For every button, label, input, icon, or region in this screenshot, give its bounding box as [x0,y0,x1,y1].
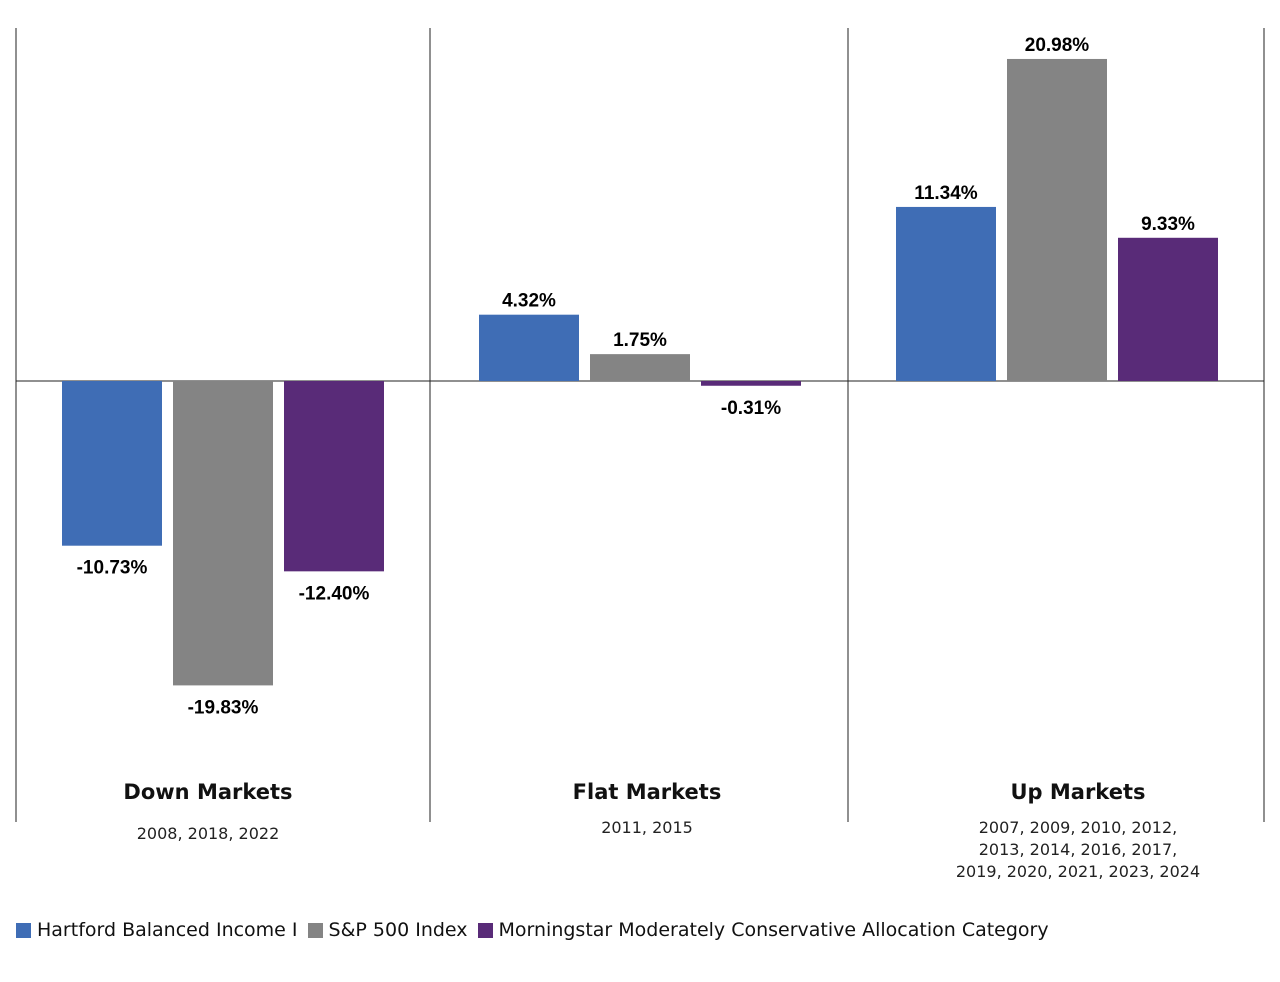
category-years-up-markets-line-2: 2019, 2020, 2021, 2023, 2024 [956,862,1200,881]
data-label-flat-markets-hartford-balanced-income-i: 4.32% [502,291,556,312]
data-label-down-markets-morningstar-moderately-conservative-allocation-category: -12.40% [299,583,370,604]
bar-up-markets-morningstar-moderately-conservative-allocation-category [1118,237,1218,381]
legend-item-sp500: S&P 500 Index [307,919,468,941]
category-years-flat-markets: 2011, 2015 [601,818,693,837]
bar-down-markets-morningstar-moderately-conservative-allocation-category [284,381,384,572]
bar-down-markets-hartford-balanced-income-i [62,381,162,546]
legend-item-morningstar: Morningstar Moderately Conservative Allo… [477,919,1049,941]
bar-up-markets-hartford-balanced-income-i [896,206,996,381]
legend-label-hartford: Hartford Balanced Income I [37,919,298,941]
bar-flat-markets-morningstar-moderately-conservative-allocation-category [701,381,801,386]
legend-swatch-hartford [16,922,31,938]
category-label-down-markets: Down Markets [123,780,292,804]
legend-swatch-sp500 [307,922,323,938]
category-years-up-markets-line-1: 2013, 2014, 2016, 2017, [979,840,1177,859]
legend: Hartford Balanced Income I S&P 500 Index… [16,919,1059,941]
legend-label-morningstar: Morningstar Moderately Conservative Allo… [498,919,1049,941]
data-label-up-markets-morningstar-moderately-conservative-allocation-category: 9.33% [1141,214,1195,235]
data-label-up-markets-hartford-balanced-income-i: 11.34% [914,183,977,204]
category-years-down-markets: 2008, 2018, 2022 [137,824,280,843]
bar-flat-markets-s-p-500-index [590,354,690,381]
legend-label-sp500: S&P 500 Index [328,919,468,941]
category-label-up-markets: Up Markets [1010,780,1145,804]
bar-down-markets-s-p-500-index [173,381,273,686]
data-label-down-markets-hartford-balanced-income-i: -10.73% [77,558,148,579]
category-label-flat-markets: Flat Markets [573,780,722,804]
legend-swatch-morningstar [477,922,493,938]
data-label-down-markets-s-p-500-index: -19.83% [188,697,259,718]
category-years-up-markets-line-0: 2007, 2009, 2010, 2012, [979,818,1177,837]
data-label-flat-markets-s-p-500-index: 1.75% [613,330,667,351]
bar-flat-markets-hartford-balanced-income-i [479,314,579,381]
legend-item-hartford: Hartford Balanced Income I [16,919,298,941]
bar-chart: -10.73% -19.83% -12.40% Down Markets 2008, 2… [15,28,1265,881]
data-label-up-markets-s-p-500-index: 20.98% [1025,35,1090,56]
data-label-flat-markets-morningstar-moderately-conservative-allocation-category: -0.31% [721,398,781,419]
bar-up-markets-s-p-500-index [1007,58,1107,381]
